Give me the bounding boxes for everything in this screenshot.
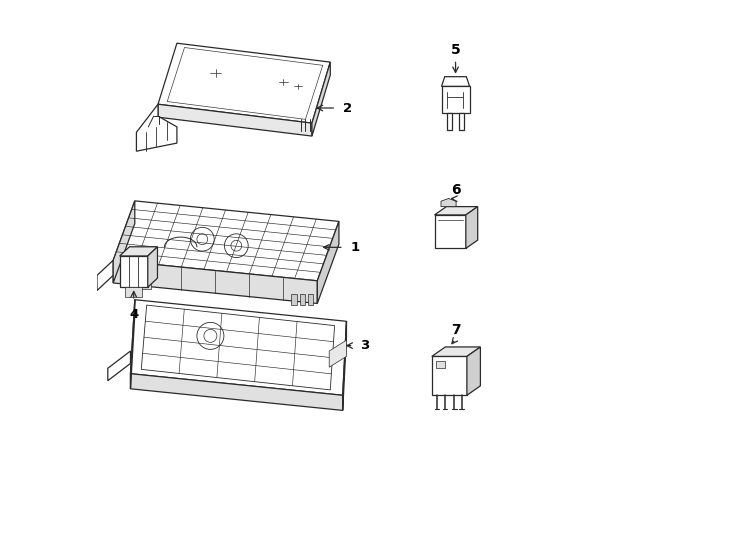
Polygon shape bbox=[131, 374, 343, 410]
Polygon shape bbox=[137, 104, 177, 151]
Polygon shape bbox=[113, 201, 135, 283]
Polygon shape bbox=[131, 300, 135, 389]
Polygon shape bbox=[158, 104, 312, 136]
Text: 3: 3 bbox=[360, 339, 370, 352]
Polygon shape bbox=[167, 48, 323, 119]
Polygon shape bbox=[435, 207, 478, 215]
Polygon shape bbox=[466, 207, 478, 248]
Polygon shape bbox=[447, 113, 452, 130]
Polygon shape bbox=[113, 201, 339, 281]
Polygon shape bbox=[131, 300, 346, 395]
Polygon shape bbox=[113, 260, 317, 303]
Polygon shape bbox=[330, 340, 346, 367]
Polygon shape bbox=[134, 275, 151, 289]
Text: 2: 2 bbox=[344, 102, 352, 114]
Polygon shape bbox=[459, 113, 464, 130]
Polygon shape bbox=[125, 287, 142, 297]
Polygon shape bbox=[442, 77, 470, 86]
Polygon shape bbox=[308, 294, 313, 305]
Polygon shape bbox=[148, 247, 158, 287]
Polygon shape bbox=[120, 256, 148, 287]
Text: 7: 7 bbox=[451, 323, 460, 338]
Text: 6: 6 bbox=[451, 183, 460, 197]
Polygon shape bbox=[108, 351, 131, 381]
Polygon shape bbox=[435, 215, 466, 248]
Polygon shape bbox=[120, 247, 158, 256]
Polygon shape bbox=[442, 86, 470, 113]
Polygon shape bbox=[291, 294, 297, 305]
Polygon shape bbox=[436, 361, 446, 368]
Text: 5: 5 bbox=[451, 43, 460, 57]
Polygon shape bbox=[343, 321, 346, 410]
Polygon shape bbox=[432, 347, 480, 356]
Polygon shape bbox=[317, 221, 339, 303]
Polygon shape bbox=[299, 294, 305, 305]
Polygon shape bbox=[441, 199, 456, 207]
Polygon shape bbox=[467, 347, 480, 395]
Text: 4: 4 bbox=[129, 308, 138, 321]
Polygon shape bbox=[141, 305, 335, 390]
Polygon shape bbox=[432, 356, 467, 395]
Polygon shape bbox=[158, 43, 330, 123]
Text: 1: 1 bbox=[351, 241, 360, 254]
Polygon shape bbox=[97, 260, 113, 291]
Polygon shape bbox=[312, 62, 330, 136]
